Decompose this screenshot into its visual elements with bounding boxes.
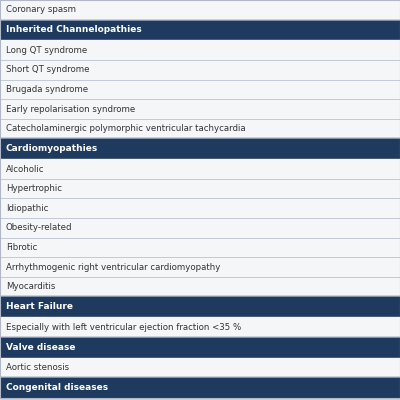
Text: Myocarditis: Myocarditis <box>6 282 55 291</box>
Bar <box>0 317 400 337</box>
Bar <box>0 358 400 377</box>
Bar <box>0 257 400 277</box>
Bar <box>0 99 400 119</box>
Text: Long QT syndrome: Long QT syndrome <box>6 46 87 55</box>
Text: Idiopathic: Idiopathic <box>6 204 48 213</box>
Text: Brugada syndrome: Brugada syndrome <box>6 85 88 94</box>
Text: Valve disease: Valve disease <box>6 343 76 352</box>
Text: Aortic stenosis: Aortic stenosis <box>6 363 69 372</box>
Text: Congenital diseases: Congenital diseases <box>6 383 108 392</box>
Bar <box>0 179 400 198</box>
Text: Catecholaminergic polymorphic ventricular tachycardia: Catecholaminergic polymorphic ventricula… <box>6 124 246 133</box>
Text: Alcoholic: Alcoholic <box>6 164 44 174</box>
Bar <box>0 119 400 138</box>
Text: Arrhythmogenic right ventricular cardiomyopathy: Arrhythmogenic right ventricular cardiom… <box>6 262 220 272</box>
Bar <box>0 40 400 60</box>
Text: Heart Failure: Heart Failure <box>6 302 73 311</box>
Text: Cardiomyopathies: Cardiomyopathies <box>6 144 98 153</box>
Bar <box>0 0 400 20</box>
Bar <box>0 138 400 159</box>
Bar <box>0 238 400 257</box>
Bar <box>0 296 400 317</box>
Bar <box>0 277 400 296</box>
Bar <box>0 377 400 398</box>
Bar <box>0 337 400 358</box>
Text: Coronary spasm: Coronary spasm <box>6 5 76 14</box>
Text: Especially with left ventricular ejection fraction <35 %: Especially with left ventricular ejectio… <box>6 322 241 332</box>
Text: Fibrotic: Fibrotic <box>6 243 37 252</box>
Text: Inherited Channelopathies: Inherited Channelopathies <box>6 26 142 34</box>
Bar <box>0 60 400 80</box>
Bar <box>0 198 400 218</box>
Bar <box>0 20 400 40</box>
Text: Obesity-related: Obesity-related <box>6 223 72 232</box>
Text: Hypertrophic: Hypertrophic <box>6 184 62 193</box>
Bar <box>0 218 400 238</box>
Text: Early repolarisation syndrome: Early repolarisation syndrome <box>6 104 135 114</box>
Bar <box>0 80 400 99</box>
Bar <box>0 159 400 179</box>
Text: Short QT syndrome: Short QT syndrome <box>6 65 90 74</box>
